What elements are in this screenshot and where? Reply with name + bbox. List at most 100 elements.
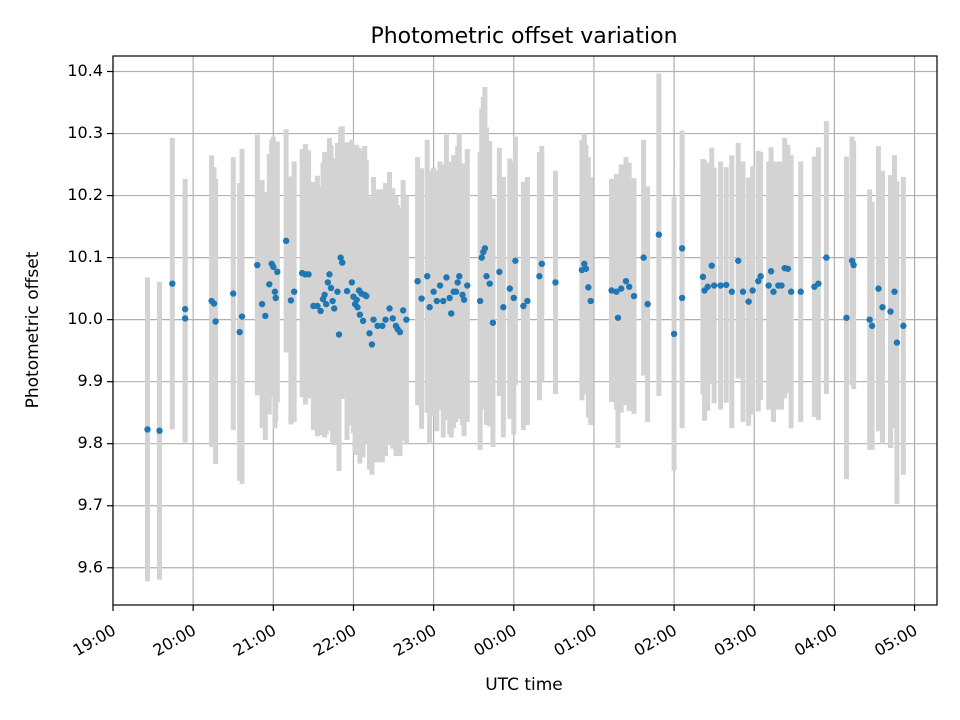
data-points <box>144 231 907 434</box>
data-point <box>770 288 777 295</box>
data-point <box>418 295 425 302</box>
chart-title: Photometric offset variation <box>370 24 677 49</box>
data-point <box>489 319 497 326</box>
data-point <box>396 328 404 336</box>
y-axis-label: Photometric offset <box>23 251 43 408</box>
data-point <box>745 298 752 305</box>
data-point <box>356 311 364 318</box>
data-point <box>460 296 468 303</box>
data-point <box>640 254 647 261</box>
data-point <box>379 322 386 330</box>
data-point <box>486 280 493 287</box>
data-point <box>366 330 373 337</box>
data-point <box>403 316 410 323</box>
data-point <box>728 288 736 295</box>
data-point <box>464 282 471 289</box>
data-point <box>326 271 333 278</box>
data-point <box>324 279 332 286</box>
data-point <box>704 283 711 290</box>
data-point <box>238 313 246 320</box>
data-point <box>893 339 901 346</box>
data-point <box>626 283 633 290</box>
data-point <box>258 300 266 308</box>
data-point <box>446 294 453 302</box>
y-axis-ticks: 9.6 9.7 9.8 9.9 10.0 10.1 10.2 10.3 10.4 <box>67 61 113 576</box>
data-point <box>327 284 335 292</box>
data-point <box>382 316 389 323</box>
data-point <box>370 316 377 323</box>
data-point <box>331 305 338 312</box>
y-tick-label: 9.6 <box>78 557 103 576</box>
data-point <box>581 260 588 268</box>
data-point <box>536 273 543 280</box>
y-tick-label: 9.9 <box>78 371 103 390</box>
y-tick-label: 10.1 <box>67 247 103 266</box>
data-point <box>430 288 437 295</box>
data-point <box>337 254 344 261</box>
data-point <box>282 237 290 245</box>
data-point <box>787 288 795 295</box>
data-point <box>368 341 376 348</box>
data-point <box>156 427 163 434</box>
data-point <box>510 294 517 302</box>
data-point <box>454 279 461 286</box>
data-point <box>866 316 873 323</box>
data-point <box>348 279 356 286</box>
data-point <box>181 315 189 322</box>
data-point <box>414 277 421 285</box>
data-point <box>749 287 756 294</box>
data-point <box>386 305 393 312</box>
data-point <box>617 285 625 292</box>
data-point <box>900 322 907 330</box>
data-point <box>670 330 678 338</box>
data-point <box>765 282 772 289</box>
data-point <box>433 297 441 305</box>
data-point <box>181 305 189 313</box>
data-point <box>815 280 822 287</box>
data-point <box>317 307 324 315</box>
data-point <box>887 308 894 315</box>
data-point <box>710 282 718 289</box>
data-point <box>735 257 742 264</box>
data-point <box>290 288 298 295</box>
data-point <box>374 322 381 330</box>
data-point <box>496 268 503 276</box>
data-point <box>212 318 219 325</box>
data-point <box>767 268 775 275</box>
data-point <box>717 282 724 289</box>
data-point <box>452 288 460 295</box>
data-point <box>755 277 762 285</box>
data-point <box>630 292 638 300</box>
y-tick-label: 9.8 <box>78 433 103 452</box>
data-point <box>538 260 546 268</box>
data-point <box>552 279 559 286</box>
data-point <box>478 254 485 261</box>
y-tick-label: 10.2 <box>67 185 103 204</box>
data-point <box>843 314 850 321</box>
y-tick-label: 9.7 <box>78 495 103 514</box>
data-point <box>500 304 507 311</box>
data-point <box>314 302 321 310</box>
data-point <box>363 292 370 300</box>
data-point <box>266 281 273 288</box>
data-point <box>823 254 830 261</box>
data-point <box>272 294 279 302</box>
data-point <box>614 314 622 321</box>
data-point <box>329 297 336 305</box>
data-point <box>270 263 277 271</box>
data-point <box>144 426 151 433</box>
data-point <box>757 273 764 280</box>
data-point <box>868 322 876 330</box>
data-point <box>797 288 804 295</box>
data-point <box>426 304 433 311</box>
data-point <box>274 268 281 276</box>
data-point <box>608 287 615 294</box>
data-point <box>644 300 651 308</box>
y-tick-label: 10.0 <box>67 309 103 328</box>
data-point <box>448 310 455 317</box>
data-point <box>582 265 590 272</box>
data-point <box>784 265 792 272</box>
y-tick-label: 10.3 <box>67 123 103 142</box>
data-point <box>622 277 630 285</box>
